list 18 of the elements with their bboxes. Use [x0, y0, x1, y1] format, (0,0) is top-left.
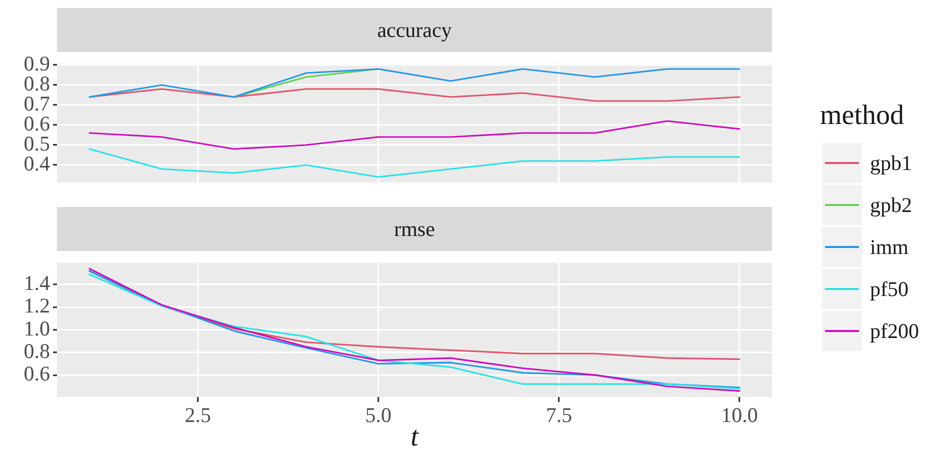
legend-title: method	[820, 100, 905, 132]
x-axis-title: t	[410, 422, 420, 453]
x-tick-label: 10.0	[721, 403, 758, 428]
chart-title: rmse	[57, 207, 772, 251]
y-tick-label: 1.2	[24, 294, 50, 318]
legend-label: gpb1	[870, 150, 912, 176]
y-tick-label: 0.8	[24, 338, 50, 363]
y-tick-label: 0.6	[24, 362, 50, 386]
legend-label: pf50	[870, 276, 908, 302]
legend-label: imm	[870, 234, 909, 260]
x-tick-label: 5.0	[365, 403, 392, 428]
chart-title: accuracy	[57, 8, 772, 52]
legend-label: pf200	[870, 318, 919, 344]
x-tick-label: 7.5	[546, 403, 572, 428]
x-tick-label: 2.5	[184, 403, 211, 428]
y-tick-label: 1.0	[24, 316, 50, 340]
legend-label: gpb2	[870, 192, 912, 218]
y-tick-label: 1.4	[24, 271, 50, 296]
